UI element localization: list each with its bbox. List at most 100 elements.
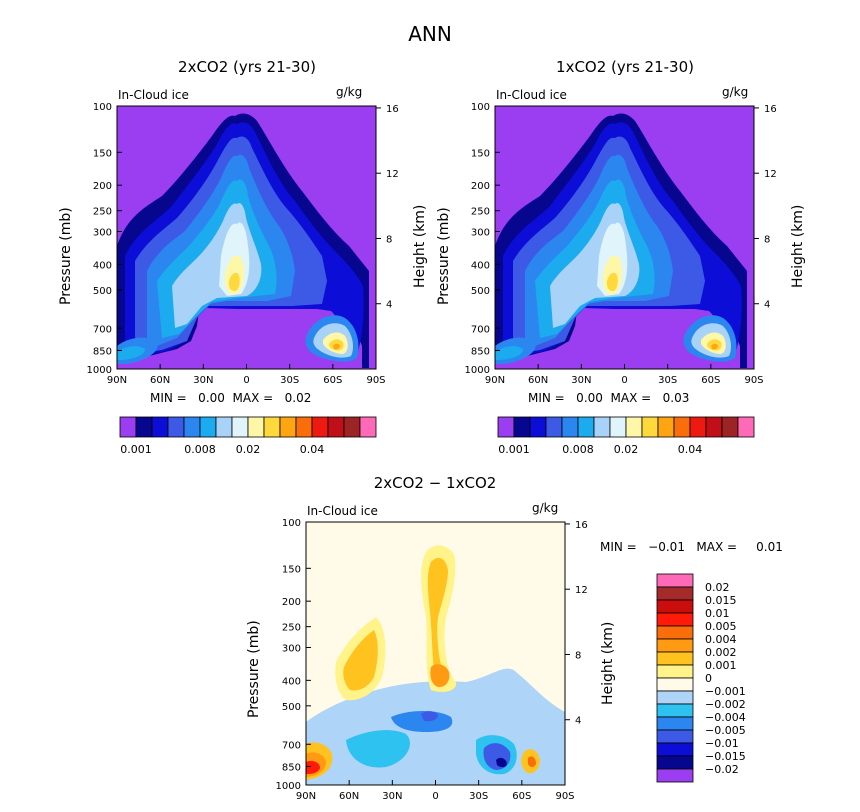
colorbar-swatch (657, 416, 675, 438)
panel3-minmax: MIN = −0.01 MAX = 0.01 (600, 540, 783, 554)
colorbar-swatch (656, 703, 694, 718)
y-tick-label: 700 (93, 324, 112, 335)
x-tick-label: 60N (150, 375, 170, 386)
colorbar-label: 0.015 (705, 594, 737, 607)
colorbar-label: 0.004 (705, 633, 737, 646)
colorbar-label: 0.008 (184, 443, 216, 456)
y-tick-label: 250 (282, 623, 301, 634)
colorbar-swatch (513, 416, 531, 438)
y-tick-label: 250 (471, 207, 490, 218)
colorbar-label: 0.008 (562, 443, 594, 456)
colorbar-swatch (656, 755, 694, 770)
colorbar-swatch (689, 416, 707, 438)
colorbar-label: −0.002 (705, 698, 746, 711)
y-tick-label: 100 (93, 102, 112, 113)
y-tick-label: 400 (471, 260, 490, 271)
colorbar-label: 0 (705, 672, 712, 685)
colorbar-swatch (577, 416, 595, 438)
y-tick-label: 200 (471, 181, 490, 192)
panel3-subtitle-right: g/kg (532, 501, 559, 515)
x-tick-label: 30N (193, 375, 213, 386)
x-tick-label: 0 (621, 375, 627, 386)
colorbar-swatch (656, 768, 694, 783)
y-tick-label: 100 (471, 102, 490, 113)
x-tick-label: 90N (296, 791, 316, 802)
y-tick-label: 1000 (465, 365, 490, 376)
x-tick-label: 30S (469, 791, 488, 802)
colorbar-label: 0.04 (678, 443, 703, 456)
colorbar-swatch (656, 586, 694, 601)
y-right-tick-label: 12 (386, 169, 399, 180)
x-tick-label: 0 (243, 375, 249, 386)
x-tick-label: 90N (107, 375, 127, 386)
colorbar-swatch (656, 677, 694, 692)
y-tick-label: 250 (93, 207, 112, 218)
y-tick-label: 200 (93, 181, 112, 192)
x-tick-label: 60S (512, 791, 531, 802)
y-tick-label: 150 (282, 564, 301, 575)
y-right-tick-label: 4 (764, 300, 770, 311)
panel2-title: 1xCO2 (yrs 21-30) (556, 58, 694, 76)
x-tick-label: 30N (571, 375, 591, 386)
y-tick-label: 1000 (276, 781, 301, 792)
colorbar-label: 0.02 (614, 443, 639, 456)
colorbar-swatch (656, 716, 694, 731)
panel1-field (117, 106, 376, 369)
x-tick-label: 30S (280, 375, 299, 386)
colorbar-label: 0.001 (498, 443, 530, 456)
x-tick-label: 0 (432, 791, 438, 802)
panel1-title: 2xCO2 (yrs 21-30) (178, 58, 316, 76)
colorbar-swatch (279, 416, 297, 438)
x-tick-label: 60S (323, 375, 342, 386)
colorbar-swatch (656, 664, 694, 679)
y-tick-label: 500 (282, 702, 301, 713)
panel1-minmax: MIN = 0.00 MAX = 0.02 (150, 391, 312, 405)
colorbar-label: 0.01 (705, 607, 730, 620)
y-right-tick-label: 12 (575, 585, 588, 596)
y-tick-label: 700 (282, 740, 301, 751)
y-tick-label: 150 (93, 148, 112, 159)
colorbar-swatch (263, 416, 281, 438)
colorbar-label: 0.005 (705, 620, 737, 633)
y-tick-label: 400 (282, 676, 301, 687)
colorbar-swatch (343, 416, 361, 438)
panel3-field (306, 522, 565, 785)
colorbar-label: −0.004 (705, 711, 746, 724)
y-tick-label: 100 (282, 518, 301, 529)
panel3-title: 2xCO2 − 1xCO2 (373, 474, 497, 492)
colorbar-swatch (231, 416, 249, 438)
colorbar-label: 0.04 (300, 443, 325, 456)
y-right-tick-label: 8 (764, 234, 770, 245)
x-tick-label: 90S (744, 375, 763, 386)
y-right-tick-label: 8 (575, 650, 581, 661)
colorbar-swatch (721, 416, 739, 438)
panel3-subtitle-left: In-Cloud ice (307, 504, 378, 518)
colorbar-swatch (656, 729, 694, 744)
colorbar-swatch (183, 416, 201, 438)
colorbar-swatch (151, 416, 169, 438)
colorbar-swatch (359, 416, 377, 438)
x-tick-label: 60N (528, 375, 548, 386)
main-title: ANN (408, 22, 452, 46)
panel2-field (495, 106, 754, 369)
y-tick-label: 200 (282, 597, 301, 608)
colorbar-swatch (656, 599, 694, 614)
y-tick-label: 300 (93, 227, 112, 238)
colorbar-swatch (656, 573, 694, 588)
y-tick-label: 850 (93, 346, 112, 357)
colorbar-swatch (625, 416, 643, 438)
colorbar-swatch (593, 416, 611, 438)
panel2-subtitle-right: g/kg (722, 85, 749, 99)
panel1-subtitle-right: g/kg (336, 85, 363, 99)
colorbar-swatch (167, 416, 185, 438)
colorbar-swatch (656, 651, 694, 666)
x-tick-label: 90S (366, 375, 385, 386)
colorbar-label: −0.01 (705, 737, 739, 750)
y-right-tick-label: 16 (575, 520, 588, 531)
colorbar-swatch (641, 416, 659, 438)
colorbar-swatch (295, 416, 313, 438)
y-tick-label: 300 (282, 643, 301, 654)
x-tick-label: 90N (485, 375, 505, 386)
colorbar-label: 0.001 (120, 443, 152, 456)
